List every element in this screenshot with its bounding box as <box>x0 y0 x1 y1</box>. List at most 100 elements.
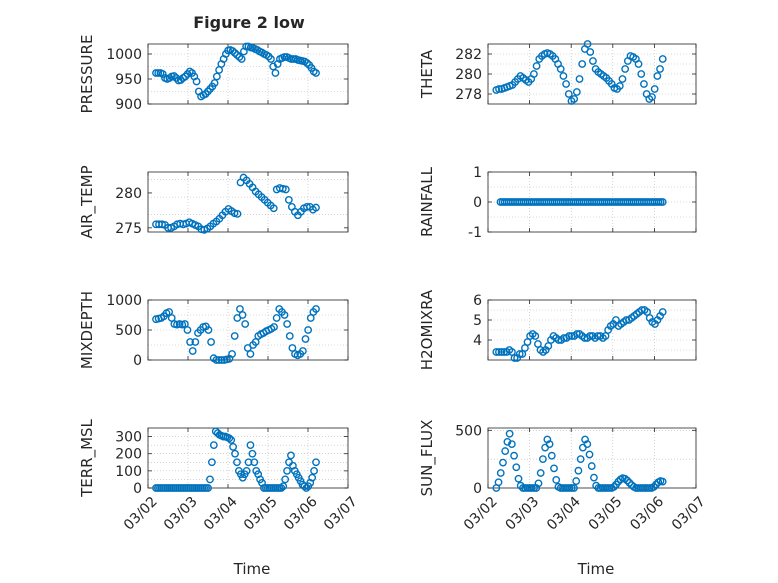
figure-title: Figure 2 low <box>193 13 305 32</box>
data-point <box>590 473 598 482</box>
x-tick-label: 03/04 <box>201 494 241 534</box>
axes-box <box>487 171 697 233</box>
data-point <box>217 356 226 364</box>
data-point <box>246 441 255 450</box>
y-tick-label: 950 <box>115 72 142 88</box>
data-point <box>565 332 574 340</box>
data-point <box>658 477 667 486</box>
data-point <box>510 451 518 460</box>
data-point <box>505 429 514 438</box>
data-point <box>227 436 236 444</box>
data-point <box>206 475 214 484</box>
data-point <box>230 209 239 218</box>
data-point <box>241 320 250 328</box>
y-axis-label: H2OMIXRA <box>418 289 436 370</box>
data-point <box>204 326 213 334</box>
data-point <box>494 478 503 487</box>
data-point <box>233 51 242 59</box>
data-point <box>300 482 309 491</box>
data-point <box>281 475 290 484</box>
y-tick-label: 278 <box>455 87 482 103</box>
data-point <box>284 196 293 204</box>
data-point <box>637 70 646 78</box>
data-point <box>545 440 554 449</box>
data-point <box>534 479 543 488</box>
data-point <box>574 466 583 475</box>
x-tick-label: 03/06 <box>281 494 321 534</box>
data-point <box>270 323 278 331</box>
data-point <box>230 332 239 340</box>
data-point <box>235 53 244 61</box>
x-tick-label: 03/03 <box>502 494 542 534</box>
data-point <box>507 440 516 449</box>
data-point <box>212 356 221 364</box>
y-axis-label: AIR_TEMP <box>78 165 97 238</box>
data-point <box>495 348 503 356</box>
axes-box <box>487 299 697 361</box>
data-point <box>510 354 519 362</box>
data-point <box>231 449 239 458</box>
data-point <box>497 348 506 356</box>
data-point <box>242 466 251 475</box>
y-tick-label: 280 <box>115 186 142 202</box>
data-point <box>301 335 310 343</box>
data-point <box>248 449 257 458</box>
data-point <box>575 75 584 83</box>
data-point <box>303 59 311 67</box>
data-point <box>653 72 662 80</box>
x-tick-label: 03/02 <box>461 494 501 534</box>
data-point <box>287 451 295 460</box>
y-tick-label: 900 <box>115 97 142 113</box>
y-tick-label: 5 <box>473 313 482 329</box>
data-point <box>228 47 237 55</box>
data-point <box>562 80 571 88</box>
data-point <box>302 484 311 492</box>
data-point <box>158 220 166 229</box>
data-point <box>228 350 236 358</box>
data-point <box>204 484 212 492</box>
y-axis-label: TERR_MSL <box>78 418 97 497</box>
data-point <box>271 69 280 77</box>
data-point <box>658 308 667 316</box>
data-point <box>207 338 215 346</box>
data-point <box>183 326 192 334</box>
data-point <box>495 85 503 93</box>
data-point <box>648 93 656 101</box>
data-point <box>532 62 541 70</box>
data-point <box>539 455 547 464</box>
data-point <box>515 350 524 358</box>
data-point <box>618 75 627 83</box>
data-point <box>623 476 632 485</box>
data-point <box>570 95 579 103</box>
data-point <box>531 332 540 340</box>
x-tick-label: 03/07 <box>321 494 361 534</box>
data-point <box>656 65 664 73</box>
data-point <box>552 476 561 484</box>
data-point <box>556 65 565 73</box>
data-point <box>209 441 218 450</box>
data-point <box>280 53 289 61</box>
y-tick-label: 1 <box>473 165 482 181</box>
data-point <box>572 477 581 485</box>
subplot-h2omixra: 4 5 6 H2OMIXRA <box>418 289 697 370</box>
data-point <box>191 338 200 346</box>
data-point <box>312 69 320 77</box>
data-point <box>192 77 201 86</box>
data-point <box>586 48 595 56</box>
y-tick-label: 4 <box>473 333 482 349</box>
data-point <box>186 338 194 346</box>
subplot-pressure: 900 950 1000 PRESSURE <box>78 35 349 113</box>
x-tick-label: 03/02 <box>121 494 161 534</box>
y-tick-label: 300 <box>115 430 142 446</box>
data-point <box>310 466 318 475</box>
data-point <box>225 434 234 443</box>
subplot-mixdepth: 0 500 1000 MIXDEPTH <box>78 291 349 369</box>
data-point <box>298 347 307 355</box>
data-point <box>501 447 510 455</box>
data-point <box>277 484 286 492</box>
data-point <box>312 305 320 313</box>
data-point <box>250 458 259 467</box>
y-tick-label: 280 <box>455 67 482 83</box>
data-point <box>210 79 219 87</box>
